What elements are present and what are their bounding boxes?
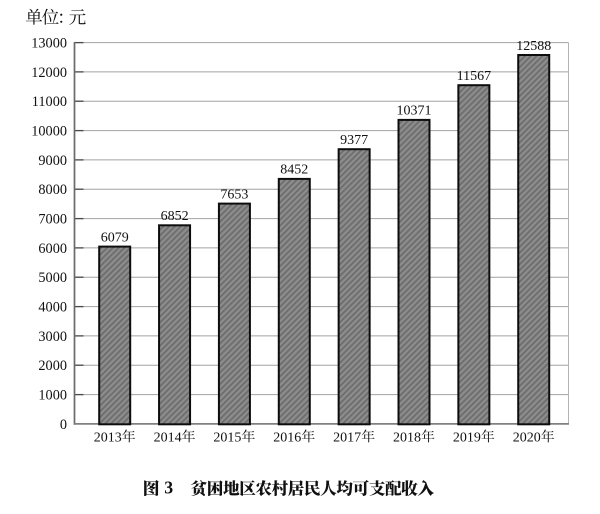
svg-text:3: 3 (164, 477, 173, 497)
svg-text:2018: 2018 (393, 430, 421, 445)
svg-text:9000: 9000 (38, 153, 67, 169)
svg-text:4000: 4000 (38, 300, 67, 316)
svg-text:11000: 11000 (32, 94, 67, 110)
svg-text:2017: 2017 (333, 430, 361, 445)
svg-text:0: 0 (60, 417, 67, 433)
svg-text:2014: 2014 (154, 430, 182, 445)
svg-text:7000: 7000 (38, 212, 67, 228)
svg-text:11567: 11567 (457, 69, 491, 84)
svg-text:2000: 2000 (38, 358, 67, 374)
svg-text:2020: 2020 (513, 430, 541, 445)
svg-text:2015: 2015 (213, 430, 241, 445)
svg-text:1000: 1000 (38, 388, 67, 404)
svg-text:3000: 3000 (38, 329, 67, 345)
svg-text:7653: 7653 (220, 187, 248, 202)
svg-text:6079: 6079 (101, 230, 129, 245)
svg-text:12000: 12000 (31, 65, 67, 81)
svg-text:2019: 2019 (453, 430, 481, 445)
svg-text:12588: 12588 (516, 39, 551, 54)
svg-text:13000: 13000 (31, 36, 67, 52)
svg-text:2013: 2013 (94, 430, 122, 445)
svg-text:5000: 5000 (38, 270, 67, 286)
svg-text:9377: 9377 (340, 133, 368, 148)
svg-text:10371: 10371 (397, 104, 432, 119)
svg-text:8452: 8452 (280, 163, 308, 178)
svg-text:6000: 6000 (38, 241, 67, 257)
svg-text:8000: 8000 (38, 182, 67, 198)
svg-text:2016: 2016 (273, 430, 301, 445)
svg-text:6852: 6852 (161, 209, 189, 224)
svg-text:10000: 10000 (31, 124, 67, 140)
